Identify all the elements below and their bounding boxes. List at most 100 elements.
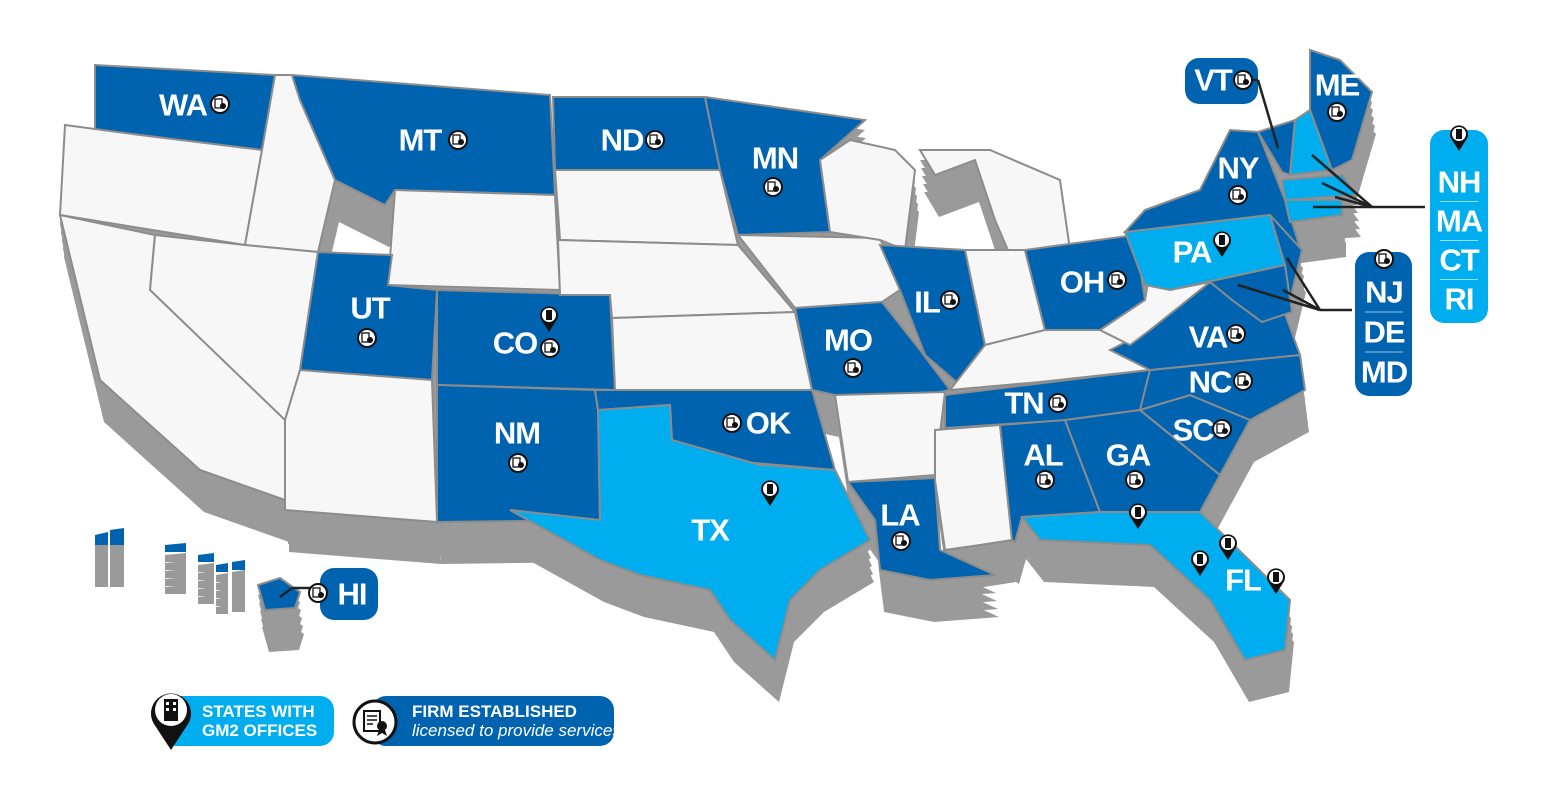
- state-mt[interactable]: [290, 73, 557, 207]
- state-ny[interactable]: [1122, 128, 1302, 250]
- island-extrusion: [232, 602, 245, 612]
- state-label-la: LA: [880, 498, 920, 533]
- island-extrusion: [198, 579, 214, 588]
- state-sd[interactable]: [553, 169, 740, 247]
- state-az[interactable]: [284, 368, 439, 524]
- hawaii-island: [216, 563, 228, 572]
- certificate-icon: [1327, 102, 1347, 122]
- state-label-co: CO: [493, 326, 538, 361]
- state-md[interactable]: [1169, 263, 1294, 324]
- certificate-icon: [308, 583, 328, 603]
- office-pin-icon: [1213, 231, 1231, 257]
- leader-line: [1256, 79, 1280, 149]
- certificate-icon: [1226, 324, 1246, 344]
- certificate-icon: [352, 699, 398, 745]
- leader-line: [1285, 257, 1322, 311]
- island-extrusion: [110, 570, 124, 587]
- island-extrusion: [232, 570, 245, 580]
- island-extrusion: [198, 595, 214, 604]
- state-wi[interactable]: [818, 138, 917, 252]
- state-label-ok: OK: [746, 406, 792, 441]
- island-extrusion: [216, 597, 228, 606]
- state-label-mt: MT: [399, 123, 443, 158]
- state-ks[interactable]: [610, 310, 814, 391]
- state-extrusion: [1286, 217, 1361, 242]
- new-england-callout: [1430, 130, 1488, 323]
- state-ms[interactable]: [934, 423, 1014, 552]
- state-label-ga: GA: [1106, 438, 1151, 473]
- mid-atlantic-label-nj: NJ: [1365, 275, 1403, 310]
- certificate-icon: [843, 358, 863, 378]
- certificate-icon: [1035, 470, 1055, 490]
- map-states: [58, 48, 1374, 662]
- state-extrusion: [1289, 242, 1346, 264]
- state-label-pa: PA: [1173, 235, 1212, 270]
- office-pin-icon: [540, 306, 558, 332]
- state-ct[interactable]: [1283, 199, 1343, 224]
- leader-line: [1237, 283, 1321, 312]
- island-extrusion: [165, 553, 186, 562]
- certificate-icon: [1048, 393, 1068, 413]
- island-extrusion: [216, 589, 228, 598]
- state-label-vt: VT: [1194, 63, 1233, 98]
- certificate-icon: [645, 130, 665, 150]
- island-extrusion: [216, 573, 228, 582]
- state-hi[interactable]: [256, 576, 302, 612]
- certificate-icon: [1107, 270, 1127, 290]
- state-label-sc: SC: [1172, 413, 1214, 448]
- state-ar[interactable]: [833, 390, 947, 484]
- hawaii-island: [95, 532, 108, 545]
- legend-offices-line2: GM2 OFFICES: [202, 721, 318, 740]
- state-label-me: ME: [1315, 68, 1360, 103]
- office-pin-icon: [1191, 550, 1209, 576]
- state-label-tx: TX: [691, 513, 730, 548]
- state-ia[interactable]: [735, 233, 902, 310]
- state-label-hi: HI: [338, 577, 367, 612]
- state-label-oh: OH: [1060, 265, 1105, 300]
- hawaii-island: [165, 543, 186, 552]
- hawaii-island: [198, 553, 214, 562]
- state-extrusion: [262, 620, 304, 652]
- state-label-nd: ND: [601, 123, 644, 158]
- vt-callout: [1185, 58, 1258, 104]
- legend-firm-line2: licensed to provide services: [412, 721, 621, 740]
- island-extrusion: [165, 577, 186, 586]
- island-extrusion: [232, 586, 245, 596]
- state-tx[interactable]: [509, 403, 872, 662]
- state-label-mo: MO: [824, 323, 872, 358]
- island-extrusion: [198, 571, 214, 580]
- island-extrusion: [216, 605, 228, 614]
- certificate-icon: [722, 413, 742, 433]
- island-extrusion: [232, 578, 245, 588]
- office-pin-icon: [1219, 534, 1237, 560]
- legend-firm-line1: FIRM ESTABLISHED: [412, 702, 577, 721]
- state-label-wa: WA: [159, 88, 208, 123]
- mid-atlantic-label-de: DE: [1363, 315, 1404, 350]
- office-pin-icon: [761, 480, 779, 506]
- leader-line: [1311, 154, 1373, 208]
- certificate-icon: [357, 328, 377, 348]
- state-wy[interactable]: [386, 188, 562, 292]
- state-label-ny: NY: [1217, 151, 1259, 186]
- state-label-il: IL: [914, 285, 940, 320]
- certificate-icon: [508, 453, 528, 473]
- island-extrusion: [198, 587, 214, 596]
- state-ma[interactable]: [1280, 173, 1359, 202]
- leader-line: [1334, 195, 1373, 209]
- island-extrusion: [165, 561, 186, 570]
- certificate-icon: [1233, 70, 1253, 90]
- office-pin-icon: [1450, 125, 1468, 151]
- mid-atlantic-label-md: MD: [1361, 355, 1408, 390]
- certificate-icon: [1125, 470, 1145, 490]
- certificate-icon: [940, 290, 960, 310]
- state-ga[interactable]: [1063, 408, 1222, 513]
- certificate-icon: [210, 94, 230, 114]
- island-extrusion: [232, 594, 245, 604]
- certificate-icon: [448, 130, 468, 150]
- state-label-nc: NC: [1189, 365, 1232, 400]
- certificate-icon: [1212, 419, 1232, 439]
- state-label-va: VA: [1189, 320, 1228, 355]
- certificate-icon: [1374, 249, 1394, 269]
